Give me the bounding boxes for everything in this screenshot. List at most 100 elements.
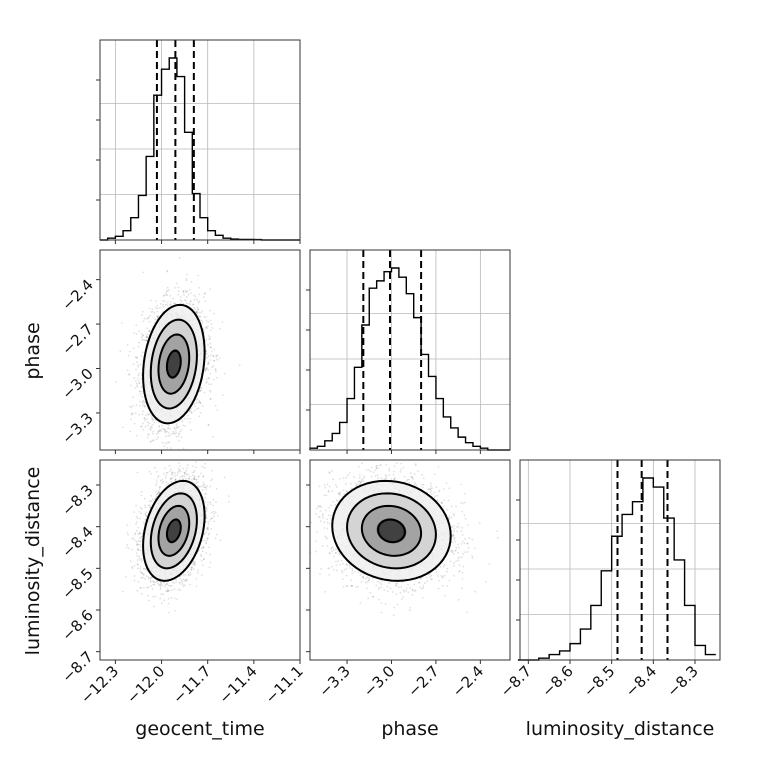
scatter-point xyxy=(146,339,148,342)
scatter-point xyxy=(148,307,151,310)
scatter-point xyxy=(238,364,241,366)
scatter-point xyxy=(135,540,138,543)
scatter-point xyxy=(210,354,212,356)
scatter-point xyxy=(205,492,208,495)
scatter-point xyxy=(153,466,156,469)
scatter-point xyxy=(141,396,144,398)
scatter-point xyxy=(137,567,140,570)
scatter-point xyxy=(178,440,181,442)
scatter-point xyxy=(207,320,210,323)
scatter-point xyxy=(207,369,210,371)
scatter-point xyxy=(142,422,144,425)
scatter-point xyxy=(167,584,170,587)
histogram-luminosity-distance xyxy=(517,477,716,661)
scatter-point xyxy=(134,533,136,536)
scatter-point xyxy=(158,584,160,587)
scatter-point xyxy=(182,291,185,294)
scatter-point xyxy=(132,396,135,399)
scatter-point xyxy=(167,441,169,444)
scatter-point xyxy=(156,316,159,319)
scatter-point xyxy=(175,435,178,438)
scatter-point xyxy=(176,426,179,429)
scatter-point xyxy=(206,485,209,487)
scatter-point xyxy=(133,575,136,577)
scatter-point xyxy=(189,409,192,412)
scatter-point xyxy=(147,424,150,427)
scatter-point xyxy=(169,434,172,437)
scatter-point xyxy=(196,298,199,301)
scatter-point xyxy=(163,445,166,448)
scatter-point xyxy=(185,277,188,280)
scatter-point xyxy=(138,413,141,416)
scatter-point xyxy=(175,282,178,285)
scatter-point xyxy=(135,404,138,407)
scatter-point xyxy=(191,566,194,569)
scatter-point xyxy=(204,369,207,372)
scatter-point xyxy=(170,451,172,453)
scatter-point xyxy=(199,485,202,488)
scatter-point xyxy=(132,405,135,407)
scatter-point xyxy=(205,356,208,359)
scatter-point xyxy=(165,431,167,434)
scatter-point xyxy=(164,467,167,470)
scatter-point xyxy=(137,364,140,366)
scatter-point xyxy=(204,367,207,370)
scatter-point xyxy=(193,298,196,301)
scatter-point xyxy=(170,468,173,471)
scatter-point xyxy=(166,483,168,486)
scatter-point xyxy=(209,319,212,322)
scatter-point xyxy=(227,495,230,497)
contour-line xyxy=(142,303,206,425)
scatter-point xyxy=(158,425,160,427)
panel-bg xyxy=(100,460,300,660)
scatter-point xyxy=(182,424,185,427)
scatter-point xyxy=(126,531,129,534)
scatter-panel-geocent-time-vs-luminosity-distance xyxy=(96,459,301,664)
scatter-point xyxy=(141,335,144,337)
ylabel-phase: phase xyxy=(22,322,44,379)
scatter-point xyxy=(175,431,178,434)
xlabel-luminosity-distance: luminosity_distance xyxy=(526,718,715,740)
scatter-point xyxy=(129,405,131,408)
scatter-point xyxy=(198,475,200,477)
scatter-point xyxy=(190,411,193,414)
scatter-point xyxy=(188,421,191,424)
scatter-point xyxy=(193,471,196,474)
scatter-point xyxy=(133,539,136,541)
scatter-point xyxy=(134,412,137,414)
scatter-point xyxy=(130,384,132,387)
scatter-point xyxy=(179,299,182,301)
scatter-point xyxy=(183,584,186,587)
scatter-point xyxy=(199,319,202,322)
scatter-point xyxy=(210,329,212,332)
scatter-point xyxy=(207,363,210,365)
scatter-point xyxy=(212,355,215,358)
scatter-point xyxy=(181,475,184,477)
scatter-point xyxy=(184,425,186,428)
scatter-point xyxy=(198,415,201,418)
scatter-point xyxy=(197,274,200,277)
scatter-point xyxy=(159,588,162,590)
scatter-point xyxy=(183,471,186,474)
scatter-point xyxy=(203,391,206,394)
scatter-point xyxy=(214,404,217,407)
scatter-point xyxy=(205,319,208,322)
scatter-point xyxy=(199,386,202,389)
scatter-point xyxy=(144,506,147,509)
scatter-point xyxy=(187,570,190,573)
scatter-point xyxy=(175,423,178,425)
scatter-point xyxy=(165,583,168,585)
scatter-point xyxy=(181,475,184,478)
panel-content xyxy=(121,460,230,614)
scatter-point xyxy=(155,300,157,302)
scatter-point xyxy=(199,389,202,392)
scatter-point xyxy=(181,419,183,421)
scatter-point xyxy=(164,303,167,306)
scatter-point xyxy=(168,465,171,467)
scatter-point xyxy=(179,589,181,592)
scatter-point xyxy=(138,372,141,375)
scatter-point xyxy=(174,479,177,482)
scatter-point xyxy=(196,311,199,314)
scatter-point xyxy=(185,578,188,581)
scatter-point xyxy=(194,296,197,298)
